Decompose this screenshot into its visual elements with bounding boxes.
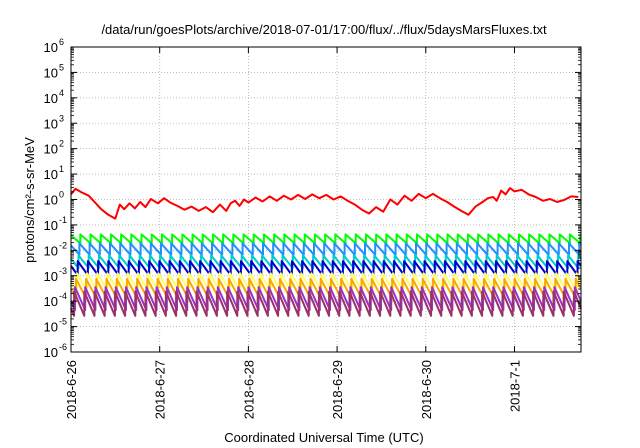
x-axis-ticks: 2018-6-26 2018-6-27 2018-6-28 2018-6-29 2018… (64, 47, 522, 419)
y-tick-label: 10 (44, 345, 58, 360)
y-tick-label: 10 (44, 142, 58, 157)
y-tick-label: 10 (44, 243, 58, 258)
y-tick-exponent: 4 (59, 88, 64, 98)
y-tick-exponent: -3 (59, 266, 67, 276)
y-tick-exponent: 5 (59, 62, 64, 72)
series-line-2 (70, 242, 582, 256)
y-tick-label: 10 (44, 167, 58, 182)
y-tick-label: 10 (44, 193, 58, 208)
y-tick-exponent: 3 (59, 113, 64, 123)
y-tick-exponent: -2 (59, 240, 67, 250)
x-tick-label: 2018-6-30 (419, 360, 434, 419)
y-tick-exponent: 6 (59, 37, 64, 47)
chart-title: /data/run/goesPlots/archive/2018-07-01/1… (101, 22, 547, 37)
series-line-1 (70, 233, 582, 245)
y-tick-exponent: 1 (59, 164, 64, 174)
y-tick-label: 10 (44, 116, 58, 131)
y-tick-label: 10 (44, 40, 58, 55)
x-tick-label: 2018-6-26 (64, 360, 79, 419)
series-group (70, 187, 582, 317)
y-tick-label: 10 (44, 91, 58, 106)
x-tick-label: 2018-6-28 (241, 360, 256, 419)
y-tick-exponent: 0 (59, 190, 64, 200)
y-axis-label: protons/cm²-s-sr-MeV (22, 137, 37, 263)
x-tick-label: 2018-7-1 (507, 360, 522, 412)
y-tick-label: 10 (44, 65, 58, 80)
y-tick-exponent: -4 (59, 291, 67, 301)
y-tick-exponent: -6 (59, 342, 67, 352)
y-tick-label: 10 (44, 294, 58, 309)
y-tick-exponent: -1 (59, 215, 67, 225)
y-tick-label: 10 (44, 320, 58, 335)
series-line-8 (70, 290, 582, 317)
x-axis-label: Coordinated Universal Time (UTC) (224, 430, 423, 445)
x-tick-label: 2018-6-27 (153, 360, 168, 419)
series-line-0 (70, 187, 579, 220)
y-tick-exponent: -5 (59, 317, 67, 327)
y-tick-exponent: 2 (59, 139, 64, 149)
x-tick-label: 2018-6-29 (330, 360, 345, 419)
y-tick-label: 10 (44, 269, 58, 284)
y-tick-label: 10 (44, 218, 58, 233)
y-axis-ticks: 10 -610 -510 -410 -310 -210 -110 010 110 210 310 41… (44, 37, 581, 360)
